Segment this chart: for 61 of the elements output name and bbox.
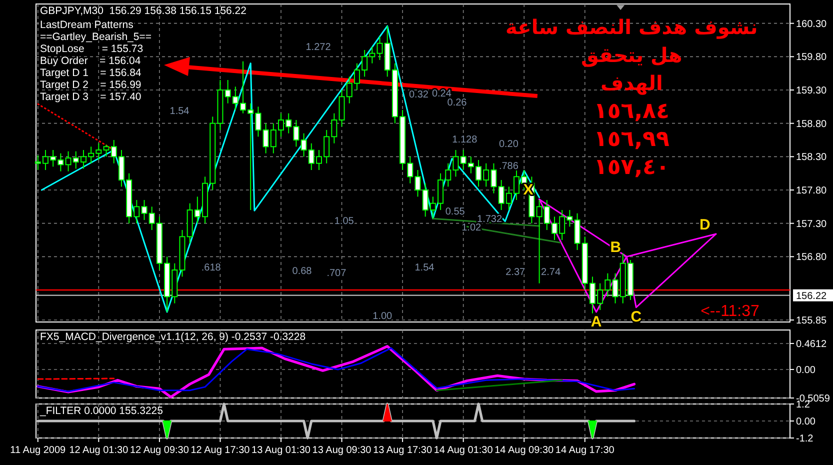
annotation: 2.37 bbox=[506, 267, 526, 278]
y-tick-label: 156.80 bbox=[796, 252, 828, 264]
annotation: هل يتحقق bbox=[581, 43, 682, 67]
ref-line-label: 156.22 bbox=[796, 290, 828, 302]
y-tick-label: 157.80 bbox=[796, 186, 828, 196]
annotation: 1.128 bbox=[452, 134, 478, 146]
annotation: StopLose = 155.73 bbox=[40, 43, 144, 55]
annotation: 0.55 bbox=[445, 206, 466, 218]
x-tick-label: 14 Aug 09:30 bbox=[494, 445, 554, 456]
x-tick-label: 13 Aug 17:30 bbox=[373, 445, 432, 456]
annotation: C bbox=[630, 308, 642, 326]
y-tick-label: 155.85 bbox=[796, 316, 828, 326]
annotation: 1.54 bbox=[414, 262, 435, 274]
chart-title: _FILTER 0.0000 155.3225 bbox=[39, 405, 164, 417]
annotation: D bbox=[700, 216, 711, 234]
y-tick-label: 0.00 bbox=[796, 364, 816, 376]
annotation: Target D 3 = 157.40 bbox=[40, 91, 142, 103]
x-tick-label: 11 Aug 2009 bbox=[10, 445, 66, 456]
annotation: نشوف هدف النصف ساعة bbox=[506, 15, 758, 39]
x-tick-label: 13 Aug 09:30 bbox=[312, 445, 372, 456]
annotation: Target D 1 = 156.84 bbox=[40, 67, 142, 79]
annotation: 1.54 bbox=[170, 106, 190, 117]
annotation: 0.24 bbox=[432, 88, 452, 100]
annotation: 1.05 bbox=[334, 216, 354, 227]
y-tick-label: 158.30 bbox=[796, 152, 828, 164]
x-tick-label: 14 Aug 01:30 bbox=[434, 445, 494, 456]
y-tick-label: 159.80 bbox=[796, 52, 828, 64]
y-tick-label: -1.2 bbox=[796, 434, 814, 444]
annotation: ١٥٦,٩٩ bbox=[594, 127, 670, 152]
annotation: ==Gartley_Bearish_5== bbox=[40, 31, 152, 43]
y-tick-label: 0.00 bbox=[796, 416, 816, 428]
annotation: <--11:37 bbox=[700, 303, 760, 320]
annotation: 1.00 bbox=[372, 310, 393, 322]
annotation: 2.74 bbox=[541, 267, 561, 278]
annotation: LastDream Patterns bbox=[40, 19, 134, 31]
x-tick-label: 12 Aug 09:30 bbox=[130, 445, 190, 456]
y-tick-label: 0.4612 bbox=[796, 338, 828, 350]
annotation: 0.26 bbox=[447, 97, 468, 108]
annotation: ١٥٧,٤٠ bbox=[594, 155, 670, 180]
annotation: 0.68 bbox=[292, 266, 312, 278]
chart-title: GBPJPY,M30 156.29 156.38 156.15 156.22 bbox=[40, 5, 247, 17]
x-tick-label: 12 Aug 01:30 bbox=[69, 445, 129, 456]
y-tick-label: 159.30 bbox=[796, 86, 828, 96]
x-tick-label: 13 Aug 01:30 bbox=[252, 445, 311, 456]
annotation: .707 bbox=[326, 268, 347, 280]
x-tick-label: 14 Aug 17:30 bbox=[555, 445, 615, 456]
annotation: الهدف bbox=[600, 71, 663, 95]
annotation: 0.32 bbox=[409, 90, 429, 101]
chart-title: FX5_MACD_Divergence_v1.1(12, 26, 9) -0.2537 -0.3228 bbox=[40, 331, 306, 343]
annotation: .618 bbox=[201, 262, 222, 274]
annotation: X bbox=[523, 182, 534, 199]
y-tick-label: 158.80 bbox=[796, 118, 828, 130]
annotation: .786 bbox=[498, 160, 519, 172]
annotation: 0.20 bbox=[498, 139, 519, 150]
annotation: Buy Order = 156.04 bbox=[40, 55, 141, 67]
x-tick-label: 12 Aug 17:30 bbox=[190, 445, 250, 456]
annotation: Target D 2 = 156.99 bbox=[40, 79, 142, 91]
y-tick-label: 160.30 bbox=[796, 18, 828, 30]
annotation: 1.272 bbox=[306, 42, 332, 54]
annotation: ١٥٦,٨٤ bbox=[594, 99, 670, 124]
y-tick-label: 157.30 bbox=[796, 218, 828, 230]
